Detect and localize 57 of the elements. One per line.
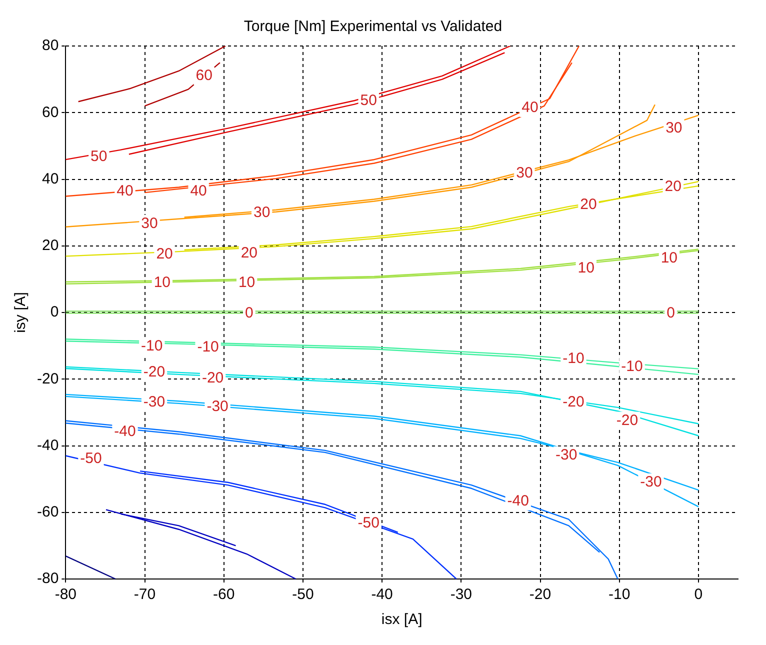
annotation: 30 bbox=[666, 119, 682, 136]
x-tick-label: 0 bbox=[694, 586, 703, 604]
annotation: 20 bbox=[664, 178, 682, 196]
annotation: 20 bbox=[240, 244, 258, 262]
x-tick-label: -60 bbox=[213, 586, 235, 604]
chart-title: Torque [Nm] Experimental vs Validated bbox=[244, 18, 502, 36]
y-tick-label: -80 bbox=[36, 570, 59, 588]
x-tick-label: -10 bbox=[608, 586, 630, 604]
annotation: 10 bbox=[154, 274, 171, 291]
annotation: 40 bbox=[190, 182, 207, 200]
annotation: 60 bbox=[196, 67, 212, 84]
annotation: 40 bbox=[116, 182, 134, 200]
annotation: 0 bbox=[666, 304, 675, 322]
annotation: -20 bbox=[616, 412, 638, 429]
annotation: 50 bbox=[90, 148, 108, 166]
y-tick-label: 20 bbox=[42, 237, 59, 254]
y-tick-label: 80 bbox=[42, 37, 59, 54]
annotation: 40 bbox=[522, 99, 538, 116]
annotation: -30 bbox=[206, 398, 228, 416]
annotation: 20 bbox=[580, 196, 597, 214]
annotation: 30 bbox=[516, 164, 533, 182]
annotation: -10 bbox=[621, 358, 643, 375]
annotation: 10 bbox=[660, 249, 678, 266]
annotation: -30 bbox=[556, 446, 578, 464]
annotation: -30 bbox=[143, 393, 166, 410]
annotation: 30 bbox=[253, 204, 270, 222]
annotation: -10 bbox=[562, 350, 584, 367]
y-tick-label: 60 bbox=[42, 104, 59, 121]
y-tick-label: 40 bbox=[42, 170, 59, 188]
annotation: -20 bbox=[202, 370, 224, 387]
annotation: -50 bbox=[358, 514, 380, 532]
x-tick-label: -40 bbox=[371, 586, 393, 604]
y-axis-title: isy [A] bbox=[12, 292, 30, 333]
annotation: -30 bbox=[640, 474, 662, 491]
annotation: 10 bbox=[578, 259, 594, 276]
x-tick-label: -30 bbox=[450, 586, 472, 604]
y-tick-label: -60 bbox=[36, 504, 59, 521]
x-tick-label: -80 bbox=[54, 586, 77, 604]
x-tick-label: -70 bbox=[134, 586, 156, 604]
x-axis-title: isx [A] bbox=[381, 611, 422, 628]
annotation: -20 bbox=[143, 364, 166, 381]
annotation: -40 bbox=[114, 422, 136, 440]
annotation: -50 bbox=[80, 450, 102, 468]
annotation: 50 bbox=[360, 92, 377, 109]
annotation: -10 bbox=[141, 337, 163, 354]
x-tick-label: -50 bbox=[292, 586, 314, 604]
x-tick-label: -20 bbox=[529, 586, 552, 604]
annotation: 0 bbox=[245, 304, 254, 322]
annotation: 10 bbox=[238, 274, 256, 291]
y-tick-label: 0 bbox=[50, 304, 59, 321]
annotation: -20 bbox=[562, 393, 584, 410]
y-tick-label: -40 bbox=[36, 436, 59, 454]
annotation: 20 bbox=[156, 245, 173, 262]
annotation: -40 bbox=[507, 492, 529, 510]
y-tick-label: -20 bbox=[36, 370, 59, 388]
annotation: -10 bbox=[197, 338, 219, 356]
annotation: 30 bbox=[141, 215, 158, 232]
